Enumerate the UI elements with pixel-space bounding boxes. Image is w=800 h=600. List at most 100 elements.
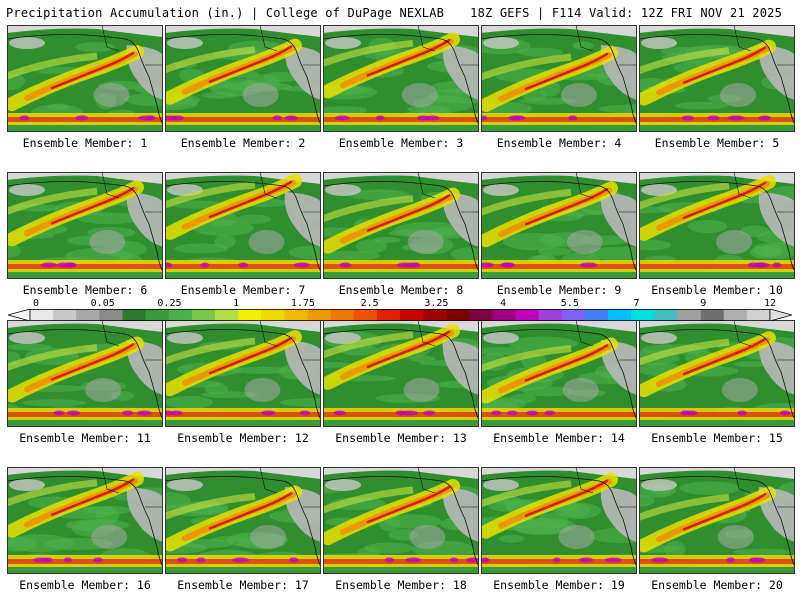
- ensemble-panel-map: [323, 172, 479, 279]
- precip-map: [481, 467, 637, 574]
- precip-map: [481, 320, 637, 427]
- precip-map: [165, 25, 321, 132]
- ensemble-panel-map: [323, 25, 479, 132]
- ensemble-panel-map: [165, 320, 321, 427]
- precip-map: [323, 467, 479, 574]
- ensemble-panel-map: [639, 467, 795, 574]
- ensemble-member-label: Ensemble Member: 4: [496, 136, 622, 150]
- colorbar-swatch: [145, 309, 170, 321]
- colorbar-swatch: [168, 309, 193, 321]
- colorbar-right-arrow: [769, 309, 792, 321]
- ensemble-member-label: Ensemble Member: 2: [180, 136, 306, 150]
- colorbar-swatch: [677, 309, 701, 321]
- colorbar-swatch: [654, 309, 678, 321]
- colorbar-tick-label: 7: [633, 298, 640, 309]
- precip-map: [481, 25, 637, 132]
- colorbar-swatch: [423, 309, 447, 321]
- title-right: 18Z GEFS | F114 Valid: 12Z FRI NOV 21 20…: [470, 6, 782, 20]
- precip-map: [7, 320, 163, 427]
- precip-map: [323, 320, 479, 427]
- ensemble-panel-map: [165, 467, 321, 574]
- colorbar: 0 0.05 0.25 1 1.75 2.5 3.25 4 5.5 7 9 12: [8, 298, 792, 321]
- ensemble-member-label: Ensemble Member: 7: [180, 283, 306, 297]
- ensemble-member-label: Ensemble Member: 5: [654, 136, 780, 150]
- ensemble-member-label: Ensemble Member: 14: [493, 431, 625, 445]
- precip-map: [639, 467, 795, 574]
- ensemble-member-label: Ensemble Member: 9: [496, 283, 622, 297]
- ensemble-member-label: Ensemble Member: 3: [338, 136, 464, 150]
- ensemble-panel-map: [7, 467, 163, 574]
- ensemble-panel-map: [323, 320, 479, 427]
- colorbar-swatch: [631, 309, 655, 321]
- colorbar-swatch: [400, 309, 424, 321]
- precip-map: [7, 25, 163, 132]
- colorbar-swatch: [353, 309, 378, 321]
- ensemble-member-label: Ensemble Member: 1: [22, 136, 148, 150]
- ensemble-panel-map: [165, 172, 321, 279]
- precip-map: [639, 25, 795, 132]
- colorbar-swatch: [284, 309, 308, 321]
- ensemble-panel-map: [481, 320, 637, 427]
- colorbar-swatch: [538, 309, 563, 321]
- precip-map: [481, 172, 637, 279]
- colorbar-swatch: [215, 309, 239, 321]
- ensemble-panel-map: [7, 25, 163, 132]
- colorbar-swatch: [76, 309, 100, 321]
- ensemble-panel-map: [639, 320, 795, 427]
- ensemble-member-label: Ensemble Member: 13: [335, 431, 467, 445]
- ensemble-panel-map: [7, 172, 163, 279]
- ensemble-panel-map: [639, 172, 795, 279]
- colorbar-tick-label: 0: [32, 298, 40, 309]
- colorbar-tick-label: 2.5: [360, 298, 379, 309]
- ensemble-member-label: Ensemble Member: 20: [651, 578, 783, 592]
- colorbar-swatch: [492, 309, 516, 321]
- ensemble-member-label: Ensemble Member: 8: [338, 283, 464, 297]
- precip-map: [639, 320, 795, 427]
- ensemble-panel-map: [481, 172, 637, 279]
- precip-map: [165, 320, 321, 427]
- colorbar-swatch: [122, 309, 146, 321]
- colorbar-swatch: [608, 309, 632, 321]
- colorbar-tick-label: 12: [763, 298, 777, 309]
- precip-map: [165, 172, 321, 279]
- colorbar-tick-label: 1.75: [290, 298, 315, 309]
- colorbar-tick-label: 4: [500, 298, 507, 309]
- colorbar-swatch: [515, 309, 540, 321]
- ensemble-panel-map: [323, 467, 479, 574]
- ensemble-member-label: Ensemble Member: 12: [177, 431, 309, 445]
- colorbar-swatch: [585, 309, 609, 321]
- precip-map: [323, 25, 479, 132]
- ensemble-panel-map: [639, 25, 795, 132]
- ensemble-panel-map: [7, 320, 163, 427]
- colorbar-swatch: [238, 309, 262, 321]
- colorbar-swatch: [53, 309, 77, 321]
- colorbar-tick-label: 0.25: [157, 298, 182, 309]
- ensemble-panel-map: [481, 467, 637, 574]
- precip-map: [7, 467, 163, 574]
- precip-map: [165, 467, 321, 574]
- ensemble-member-label: Ensemble Member: 16: [19, 578, 151, 592]
- ensemble-panel-map: [481, 25, 637, 132]
- colorbar-swatch: [446, 309, 470, 321]
- precip-map: [639, 172, 795, 279]
- colorbar-swatch: [746, 309, 771, 321]
- colorbar-tick-label: 1: [233, 298, 240, 309]
- colorbar-swatch: [307, 309, 331, 321]
- ensemble-member-label: Ensemble Member: 19: [493, 578, 625, 592]
- colorbar-swatch: [99, 309, 123, 321]
- ensemble-member-label: Ensemble Member: 10: [651, 283, 783, 297]
- colorbar-swatch: [376, 309, 401, 321]
- colorbar-swatch: [330, 309, 355, 321]
- precip-map: [323, 172, 479, 279]
- colorbar-swatch: [723, 309, 748, 321]
- colorbar-swatch: [30, 309, 54, 321]
- colorbar-swatch: [191, 309, 216, 321]
- ensemble-member-label: Ensemble Member: 15: [651, 431, 783, 445]
- ensemble-member-label: Ensemble Member: 11: [19, 431, 151, 445]
- title-left: Precipitation Accumulation (in.) | Colle…: [6, 6, 445, 20]
- ensemble-member-label: Ensemble Member: 6: [22, 283, 148, 297]
- header: Precipitation Accumulation (in.) | Colle…: [0, 4, 800, 24]
- colorbar-swatch: [469, 309, 493, 321]
- colorbar-tick-label: 9: [700, 298, 707, 309]
- colorbar-tick-label: 3.25: [424, 298, 449, 309]
